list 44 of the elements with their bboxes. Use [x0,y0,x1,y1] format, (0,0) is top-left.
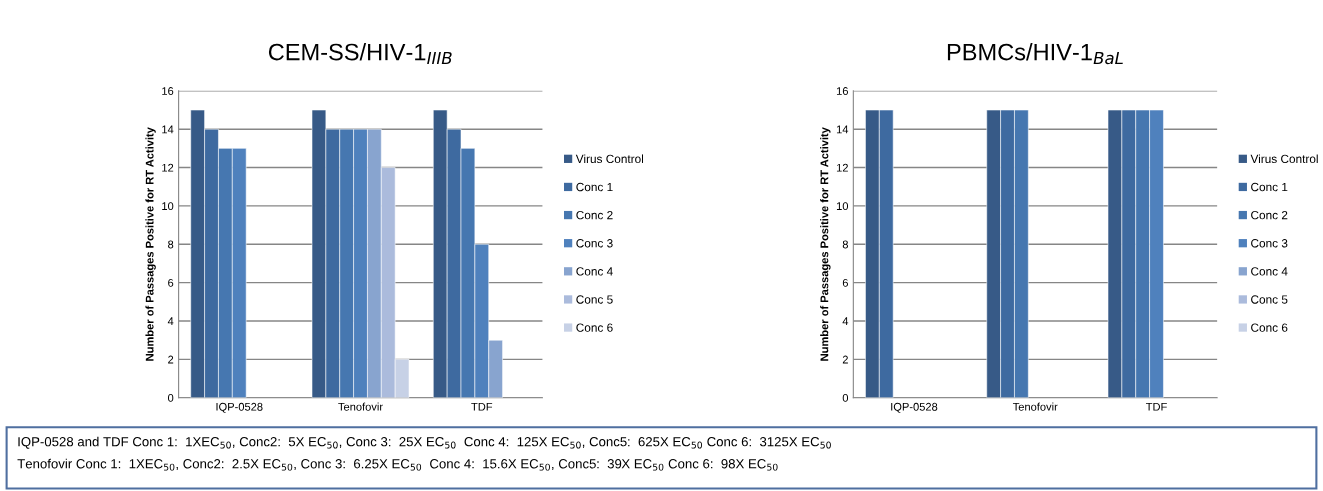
y-tick-label: 12 [162,163,174,172]
x-tick-label: IQP-0528 [216,402,263,413]
y-tick-label: 0 [168,393,174,402]
x-tick-label: Tenofovir [1012,402,1058,411]
y-tick-label: 0 [842,393,849,402]
text: Tenofovir Conc 1: 1XEC$_{50}$, Conc2: 2.5X EC$_{50}$, Conc 3: 6.25X EC$_{50}$ Conc 4: 15.6X EC$_{50}$, Conc5: 39X EC$_{50}$ Conc 6: 98X EC$_{50}$ [17,458,778,471]
legend-label: Conc 2 [576,210,613,220]
x-tick-label: Tenofovir [338,402,383,411]
y-tick-label: 4 [167,317,174,326]
legend-label: Conc 6 [1251,323,1288,332]
legend-label: Virus Control [575,154,644,164]
legend-label: Conc 1 [576,182,613,192]
x-tick-label: TDF [1145,402,1167,411]
y-tick-label: 6 [168,278,174,287]
y-tick-label: 16 [162,87,174,95]
y-tick-label: 10 [836,202,849,211]
y-tick-label: 2 [168,355,174,364]
legend-label: Virus Control [1250,154,1318,164]
y-tick-label: 8 [168,240,174,249]
y-axis-title: Number of Passages Positive for RT Activity [820,127,831,361]
y-tick-label: 4 [842,317,849,326]
legend-label: Conc 5 [1251,295,1288,304]
y-tick-label: 2 [842,355,848,364]
legend-label: Conc 3 [1251,239,1288,248]
legend-label: Conc 6 [576,323,613,332]
chart-title: CEM-SS/HIV-1$_{IIIB}$ [268,43,452,65]
x-tick-label: TDF [471,402,493,411]
y-tick-label: 14 [162,125,174,134]
text: IQP-0528 and TDF Conc 1: 1XEC$_{50}$, Conc2: 5X EC$_{50}$, Conc 3: 25X EC$_{50}$ Conc 4: 125X EC$_{50}$, Conc5: 625X EC$_{50}$ Conc 6: 3125X EC$_{50}$ [18,436,831,449]
legend-label: Conc 4 [1251,267,1288,276]
chart-title: PBMCs/HIV-1$_{BaL}$ [947,43,1123,65]
y-tick-label: 6 [842,278,848,287]
legend-label: Conc 3 [576,239,613,248]
y-tick-label: 8 [842,240,848,249]
x-tick-label: IQP-0528 [891,402,938,413]
y-tick-label: 16 [836,87,848,95]
y-tick-label: 12 [836,163,848,172]
y-axis-title: Number of Passages Positive for RT Activity [145,127,156,361]
legend-label: Conc 5 [576,295,613,304]
y-tick-label: 14 [836,125,849,134]
legend-label: Conc 2 [1251,210,1288,220]
y-tick-label: 10 [162,202,174,211]
legend-label: Conc 4 [576,267,613,276]
legend-label: Conc 1 [1251,182,1288,192]
